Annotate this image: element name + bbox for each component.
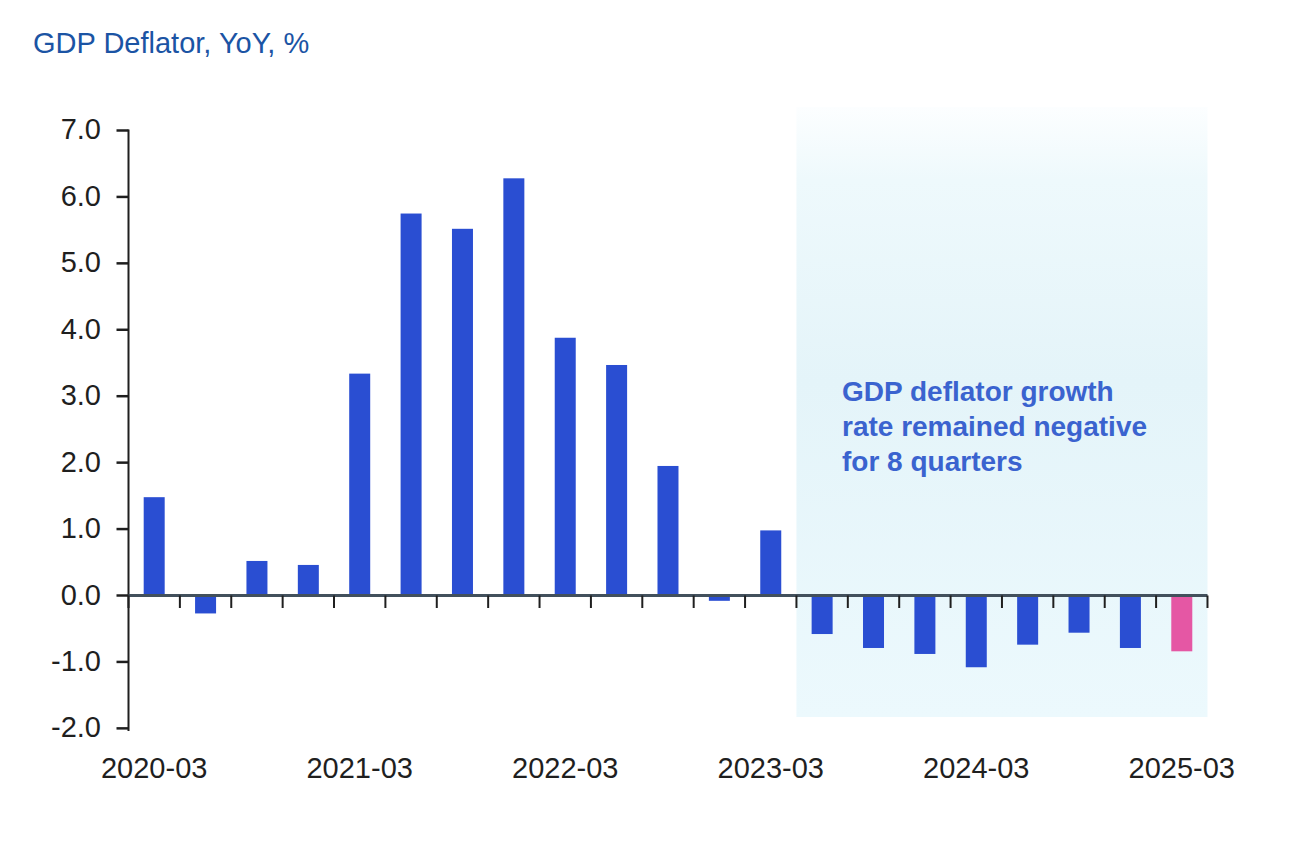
y-tick-label: 1.0 bbox=[61, 512, 101, 544]
bar-2020-09 bbox=[246, 561, 267, 596]
y-tick-label: 3.0 bbox=[61, 379, 101, 411]
y-tick-label: 5.0 bbox=[61, 246, 101, 278]
bar-2025-03 bbox=[1171, 596, 1192, 652]
x-tick-label: 2023-03 bbox=[718, 752, 824, 784]
bar-2023-03 bbox=[760, 530, 781, 595]
bar-2024-03 bbox=[966, 596, 987, 668]
bar-2023-09 bbox=[863, 596, 884, 648]
bar-2020-06 bbox=[195, 596, 216, 614]
x-tick-label: 2024-03 bbox=[923, 752, 1029, 784]
bar-2022-03 bbox=[555, 338, 576, 596]
annotation-line-2: rate remained negative bbox=[842, 409, 1147, 444]
bar-2022-09 bbox=[657, 466, 678, 596]
bar-2024-12 bbox=[1120, 596, 1141, 648]
x-tick-label: 2025-03 bbox=[1129, 752, 1235, 784]
x-tick-label: 2020-03 bbox=[101, 752, 207, 784]
y-tick-label: 7.0 bbox=[61, 113, 101, 145]
bar-2022-06 bbox=[606, 365, 627, 596]
y-tick-label: -1.0 bbox=[51, 645, 101, 677]
bar-2021-06 bbox=[401, 214, 422, 596]
bar-2021-09 bbox=[452, 229, 473, 596]
y-tick-label: 2.0 bbox=[61, 446, 101, 478]
y-tick-label: 0.0 bbox=[61, 579, 101, 611]
bar-2023-12 bbox=[914, 596, 935, 654]
annotation-line-1: GDP deflator growth bbox=[842, 374, 1147, 409]
y-tick-label: 4.0 bbox=[61, 313, 101, 345]
chart-annotation: GDP deflator growth rate remained negati… bbox=[842, 374, 1147, 479]
bar-2023-06 bbox=[812, 596, 833, 635]
bar-2021-12 bbox=[503, 178, 524, 595]
bar-2024-09 bbox=[1069, 596, 1090, 633]
y-tick-label: 6.0 bbox=[61, 180, 101, 212]
annotation-line-3: for 8 quarters bbox=[842, 444, 1147, 479]
bar-2021-03 bbox=[349, 374, 370, 596]
page: { "title": "GDP Deflator, YoY, %", "char… bbox=[0, 0, 1308, 846]
bar-2020-03 bbox=[144, 497, 165, 595]
y-tick-label: -2.0 bbox=[51, 711, 101, 743]
bar-2020-12 bbox=[298, 565, 319, 596]
x-tick-label: 2021-03 bbox=[306, 752, 412, 784]
bar-2024-06 bbox=[1017, 596, 1038, 645]
x-tick-label: 2022-03 bbox=[512, 752, 618, 784]
